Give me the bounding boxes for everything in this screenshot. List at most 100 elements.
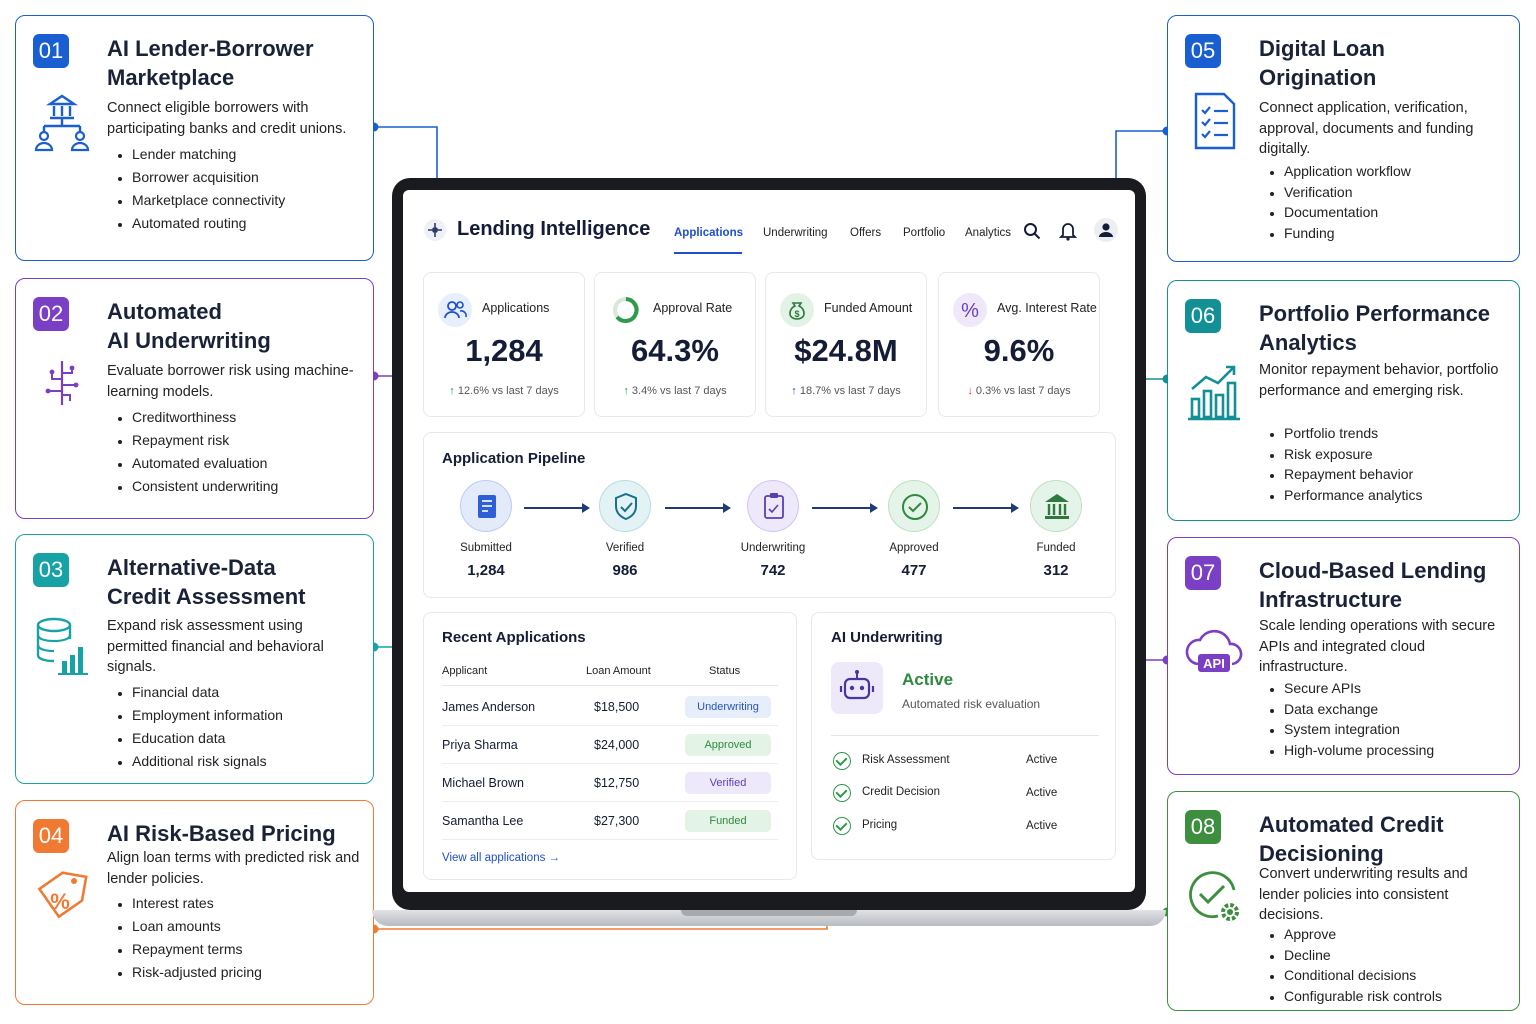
card-bullet: Lender matching	[116, 146, 285, 162]
card-bullet: Decline	[1268, 947, 1442, 963]
donut-progress-icon	[613, 297, 639, 323]
view-all-applications-link[interactable]: View all applications →	[442, 852, 561, 864]
ai-status-subtitle: Automated risk evaluation	[902, 697, 1041, 711]
feature-card-07: 07 Cloud-Based Lending Infrastructure API S…	[1167, 537, 1520, 775]
pipeline-arrow	[524, 503, 590, 513]
money-bag-icon: $	[780, 293, 814, 327]
feature-card-04: 04 AI Risk-Based Pricing% Align loan terms…	[15, 800, 374, 1005]
stage-value: 477	[901, 562, 927, 579]
card-bullet-list: Financial data Employment information Educ…	[116, 684, 283, 776]
card-bullet-list: Lender matching Borrower acquisition Marke…	[116, 146, 285, 238]
ai-item-label: Credit Decision	[862, 786, 940, 798]
search-icon[interactable]	[1023, 222, 1041, 240]
card-title: Automated AI Underwriting	[107, 299, 271, 353]
bell-icon[interactable]	[1059, 221, 1077, 241]
card-bullet: Approve	[1268, 926, 1442, 942]
nav-tab-analytics[interactable]: Analytics	[965, 227, 1012, 239]
arrow-right-icon: →	[545, 852, 561, 864]
pipeline-stage-approved[interactable]: Approved 477	[864, 480, 964, 579]
stage-value: 742	[760, 562, 786, 579]
pipeline-stage-underwriting[interactable]: Underwriting 742	[723, 480, 823, 579]
robot-icon	[831, 662, 883, 714]
kpi-change: ↑ 18.7% vs last 7 days	[791, 385, 901, 397]
ai-underwriting-panel	[811, 612, 1116, 860]
card-bullet: System integration	[1268, 721, 1434, 737]
cloud-api-icon: API	[1185, 629, 1243, 672]
applicant-name: Priya Sharma	[442, 738, 518, 752]
svg-text:API: API	[1203, 656, 1225, 671]
card-bullet: Performance analytics	[1268, 487, 1423, 503]
bank-network-icon	[34, 94, 90, 152]
stage-value: 312	[1043, 562, 1069, 579]
card-title: Automated Credit Decisioning	[1259, 812, 1444, 866]
pipeline-stage-submitted[interactable]: Submitted 1,284	[436, 480, 536, 579]
table-row[interactable]: James Anderson $18,500 Underwriting	[442, 688, 778, 726]
document-icon	[478, 495, 496, 518]
bank-icon	[1045, 494, 1069, 519]
card-number-badge: 05	[1185, 34, 1221, 68]
card-bullet: Automated evaluation	[116, 455, 278, 471]
ai-divider	[831, 735, 1099, 736]
ai-item-label: Risk Assessment	[862, 754, 950, 766]
card-bullet-list: Creditworthiness Repayment risk Automated …	[116, 409, 278, 501]
users-icon	[438, 293, 472, 327]
applicant-name: Michael Brown	[442, 776, 524, 790]
card-description: Convert underwriting results and lender …	[1259, 866, 1468, 923]
loan-amount: $24,000	[594, 738, 640, 752]
ai-status: Active	[902, 670, 954, 689]
kpi-label: Funded Amount	[824, 301, 913, 315]
stage-label: Approved	[889, 542, 939, 554]
stage-label: Funded	[1036, 542, 1076, 554]
card-title: AI Lender-Borrower Marketplace	[107, 36, 314, 90]
card-bullet-list: Application workflow Verification Document…	[1268, 163, 1411, 245]
card-bullet: High-volume processing	[1268, 742, 1434, 758]
feature-card-01: 01 AI Lender-Borrower Marketplace Connect …	[15, 15, 374, 261]
kpi-label: Approval Rate	[653, 301, 733, 315]
stage-label: Underwriting	[740, 542, 806, 554]
check-gear-icon	[1189, 871, 1239, 921]
pipeline-title: Application Pipeline	[442, 450, 586, 467]
kpi-avg-interest-rate: % Avg. Interest Rate 9.6% ↓ 0.3% vs last…	[938, 272, 1100, 417]
card-bullet: Risk exposure	[1268, 446, 1423, 462]
nav-tab-applications[interactable]: Applications	[674, 227, 744, 239]
pipeline-arrow	[953, 503, 1019, 513]
database-chart-icon	[36, 617, 88, 675]
card-number-badge: 06	[1185, 299, 1221, 333]
stage-value: 986	[612, 562, 638, 579]
table-row[interactable]: Priya Sharma $24,000 Approved	[442, 726, 778, 764]
shield-check-icon	[615, 492, 637, 521]
card-description: Monitor repayment behavior, portfolio pe…	[1259, 362, 1499, 399]
ai-underwriting-title: AI Underwriting	[831, 629, 943, 646]
loan-amount: $12,750	[594, 776, 640, 790]
card-bullet: Verification	[1268, 184, 1411, 200]
nav-tab-underwriting[interactable]: Underwriting	[763, 227, 828, 239]
card-bullet: Portfolio trends	[1268, 425, 1423, 441]
card-description: Scale lending operations with secure API…	[1259, 618, 1496, 675]
card-bullet: Education data	[116, 730, 283, 746]
card-description: Connect eligible borrowers with particip…	[107, 100, 347, 137]
card-bullet: Additional risk signals	[116, 753, 283, 769]
nav-tab-portfolio[interactable]: Portfolio	[903, 227, 946, 239]
kpi-change: ↑ 12.6% vs last 7 days	[449, 385, 559, 397]
percent-icon: %	[953, 293, 987, 327]
laptop-base	[372, 910, 1166, 926]
user-avatar-icon[interactable]	[1094, 218, 1118, 242]
pipeline-arrow	[812, 503, 878, 513]
svg-text:%: %	[961, 300, 979, 322]
card-bullet: Marketplace connectivity	[116, 192, 285, 208]
check-circle-icon	[833, 752, 851, 770]
card-bullet: Secure APIs	[1268, 680, 1434, 696]
kpi-label: Avg. Interest Rate	[997, 301, 1097, 315]
table-row[interactable]: Samantha Lee $27,300 Funded	[442, 802, 778, 840]
check-circle-icon	[902, 494, 928, 520]
card-number-badge: 08	[1185, 810, 1221, 844]
nav-tab-offers[interactable]: Offers	[850, 227, 882, 239]
pipeline-stage-funded[interactable]: Funded 312	[1006, 480, 1106, 579]
pipeline-stage-verified[interactable]: Verified 986	[575, 480, 675, 579]
table-header-divider	[442, 685, 778, 686]
table-row[interactable]: Michael Brown $12,750 Verified	[442, 764, 778, 802]
kpi-funded-amount: $ Funded Amount $24.8M ↑ 18.7% vs last 7…	[765, 272, 927, 417]
feature-card-08: 08 Automated Credit Decisioning Convert un…	[1167, 791, 1520, 1011]
kpi-approval-rate: Approval Rate 64.3% ↑ 3.4% vs last 7 day…	[594, 272, 756, 417]
loan-amount: $18,500	[594, 700, 640, 714]
